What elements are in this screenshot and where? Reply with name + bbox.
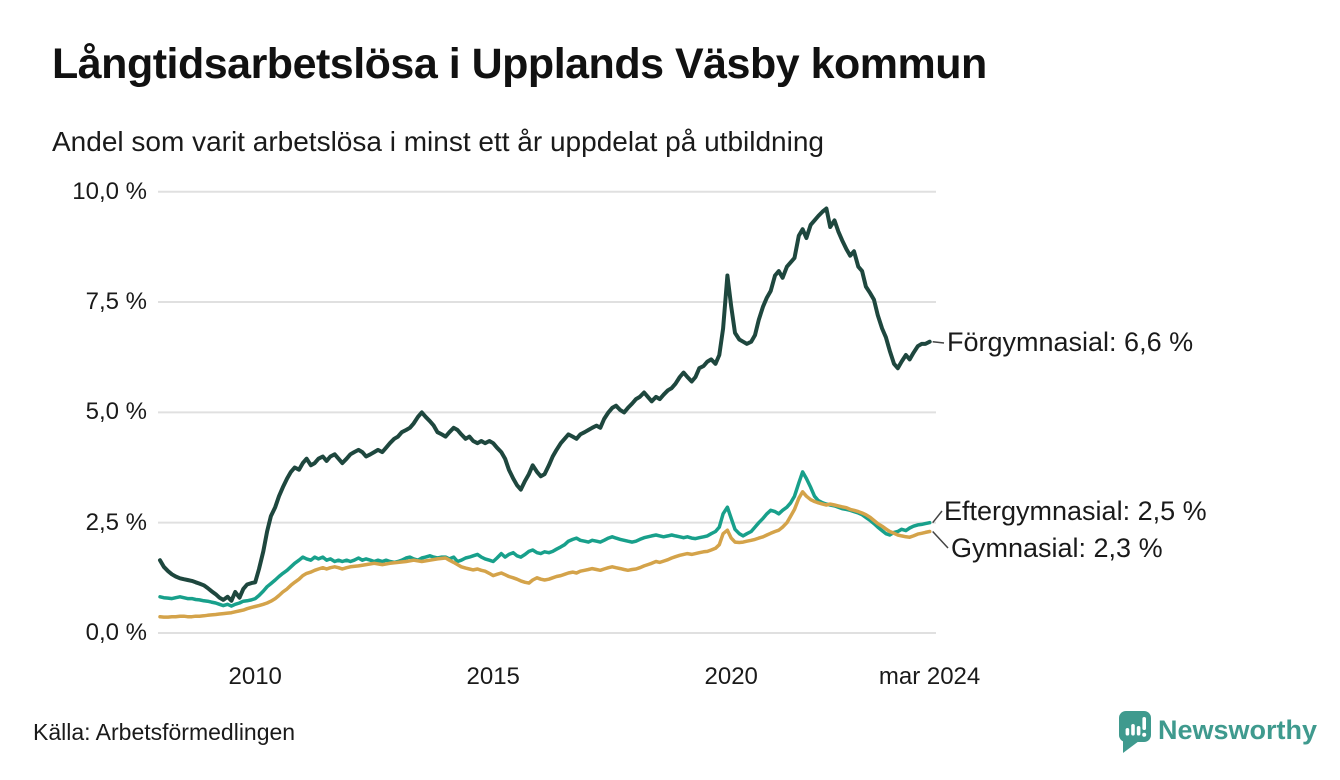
x-tick-label: mar 2024 — [878, 663, 981, 690]
y-tick-label: 7,5 % — [85, 288, 147, 316]
series-line-eftergymnasial — [158, 470, 932, 608]
series-label-gymnasial: Gymnasial: 2,3 % — [951, 533, 1163, 563]
y-tick-label: 10,0 % — [72, 177, 147, 205]
label-connector — [932, 510, 943, 524]
series-line-gymnasial — [158, 490, 932, 619]
label-connectors — [932, 340, 949, 549]
y-tick-label: 0,0 % — [85, 619, 147, 646]
chart-subtitle: Andel som varit arbetslösa i minst ett å… — [52, 126, 824, 157]
series-label-forgymnasial: Förgymnasial: 6,6 % — [947, 327, 1194, 357]
page-title: Långtidsarbetslösa i Upplands Väsby komm… — [52, 40, 987, 88]
label-connector — [932, 340, 945, 344]
gridlines — [158, 190, 936, 634]
series-label-eftergymnasial: Eftergymnasial: 2,5 % — [944, 496, 1207, 526]
series-lines — [158, 206, 932, 619]
newsworthy-logo-icon — [1119, 711, 1151, 753]
x-tick-label: 2015 — [466, 663, 520, 690]
x-tick-label: 2020 — [704, 663, 758, 690]
series-line-förgymnasial — [158, 206, 932, 603]
y-tick-label: 5,0 % — [85, 398, 147, 426]
y-tick-label: 2,5 % — [85, 508, 147, 536]
newsworthy-logo-text: Newsworthy — [1158, 715, 1318, 745]
x-tick-label: 2010 — [228, 663, 282, 690]
source-credit: Källa: Arbetsförmedlingen — [33, 719, 296, 745]
label-connector — [932, 530, 949, 549]
